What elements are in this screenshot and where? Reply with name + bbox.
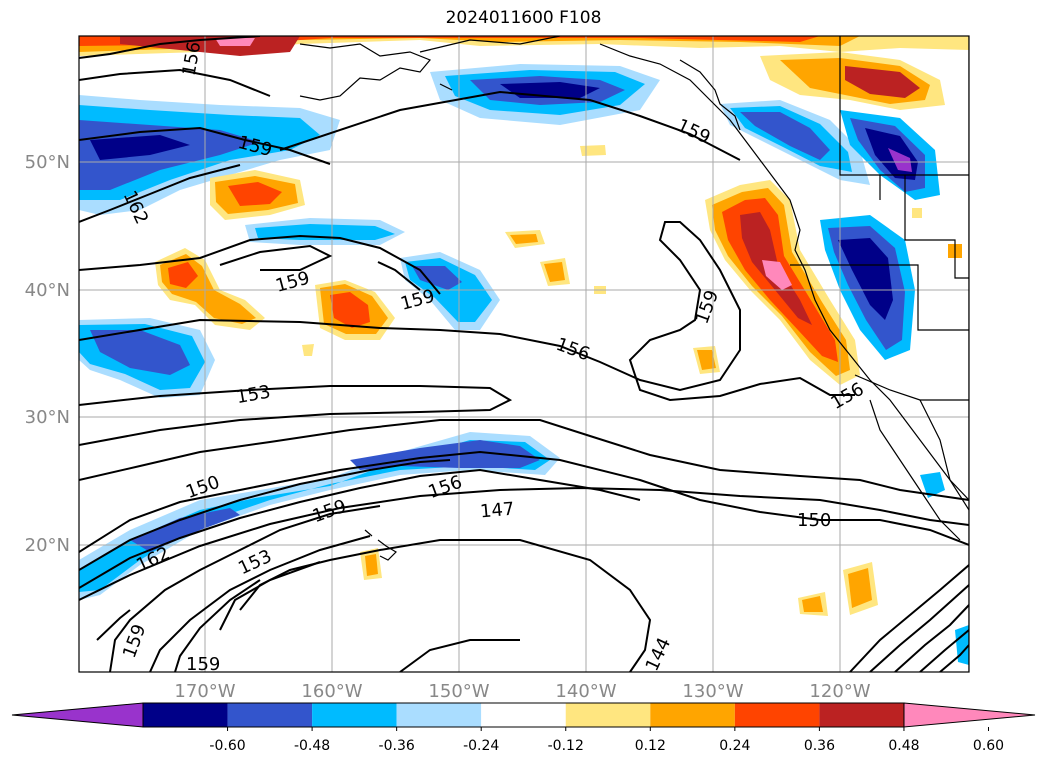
lon-tick-label: 140°W — [555, 681, 616, 702]
height-contours — [79, 36, 969, 672]
graticule — [79, 36, 969, 672]
colorbar-swatch — [481, 703, 566, 727]
colorbar: -0.60 -0.48 -0.36 -0.24 -0.12 0.12 0.24 0.36 0.4… — [11, 702, 1036, 754]
colorbar-tick-label: 0.48 — [888, 738, 919, 754]
contour-label: 159 — [186, 654, 220, 675]
anomaly-fill-northeast — [760, 52, 945, 110]
lat-tick-label: 40°N — [25, 280, 70, 301]
colorbar-swatch — [734, 703, 820, 727]
colorbar-tick-label: -0.48 — [294, 738, 330, 754]
contour-label: 147 — [479, 499, 515, 523]
lat-tick-label: 30°N — [25, 407, 70, 428]
colorbar-swatch — [565, 703, 651, 727]
anomaly-fill-positive — [155, 145, 962, 616]
colorbar-swatch — [396, 703, 482, 727]
colorbar-extend-high — [903, 702, 1036, 728]
colorbar-extend-low — [11, 702, 144, 728]
colorbar-swatch — [227, 703, 313, 727]
lon-tick-label: 150°W — [428, 681, 489, 702]
map-frame — [78, 35, 970, 673]
colorbar-swatch — [650, 703, 735, 727]
colorbar-tick-label: 0.12 — [635, 738, 666, 754]
colorbar-tick-label: -0.12 — [548, 738, 584, 754]
map-panel: 156 159 162 159 159 159 153 156 159 156 … — [79, 36, 969, 675]
lat-tick-label: 20°N — [25, 535, 70, 556]
lon-tick-label: 170°W — [174, 681, 235, 702]
colorbar-swatch — [819, 703, 904, 727]
contour-label: 150 — [797, 510, 831, 531]
coastlines — [299, 36, 969, 672]
colorbar-tick-label: -0.60 — [209, 738, 245, 754]
map-title: 2024011600 F108 — [445, 8, 602, 28]
colorbar-tick-label: -0.36 — [379, 738, 415, 754]
lon-tick-label: 160°W — [301, 681, 362, 702]
anomaly-fill-north-band — [79, 36, 969, 56]
colorbar-tick-label: -0.24 — [463, 738, 499, 754]
lon-tick-label: 120°W — [809, 681, 870, 702]
colorbar-tick-label: 0.36 — [804, 738, 835, 754]
lon-tick-label: 130°W — [682, 681, 743, 702]
lat-tick-label: 50°N — [25, 152, 70, 173]
lon-tick-labels: 170°W 160°W 150°W 140°W 130°W 120°W — [174, 681, 870, 702]
colorbar-tick-label: 0.60 — [973, 738, 1004, 754]
colorbar-swatch — [312, 703, 397, 727]
colorbar-swatch — [143, 703, 228, 727]
lat-tick-labels: 50°N 40°N 30°N 20°N — [25, 152, 70, 556]
colorbar-tick-label: 0.24 — [719, 738, 750, 754]
